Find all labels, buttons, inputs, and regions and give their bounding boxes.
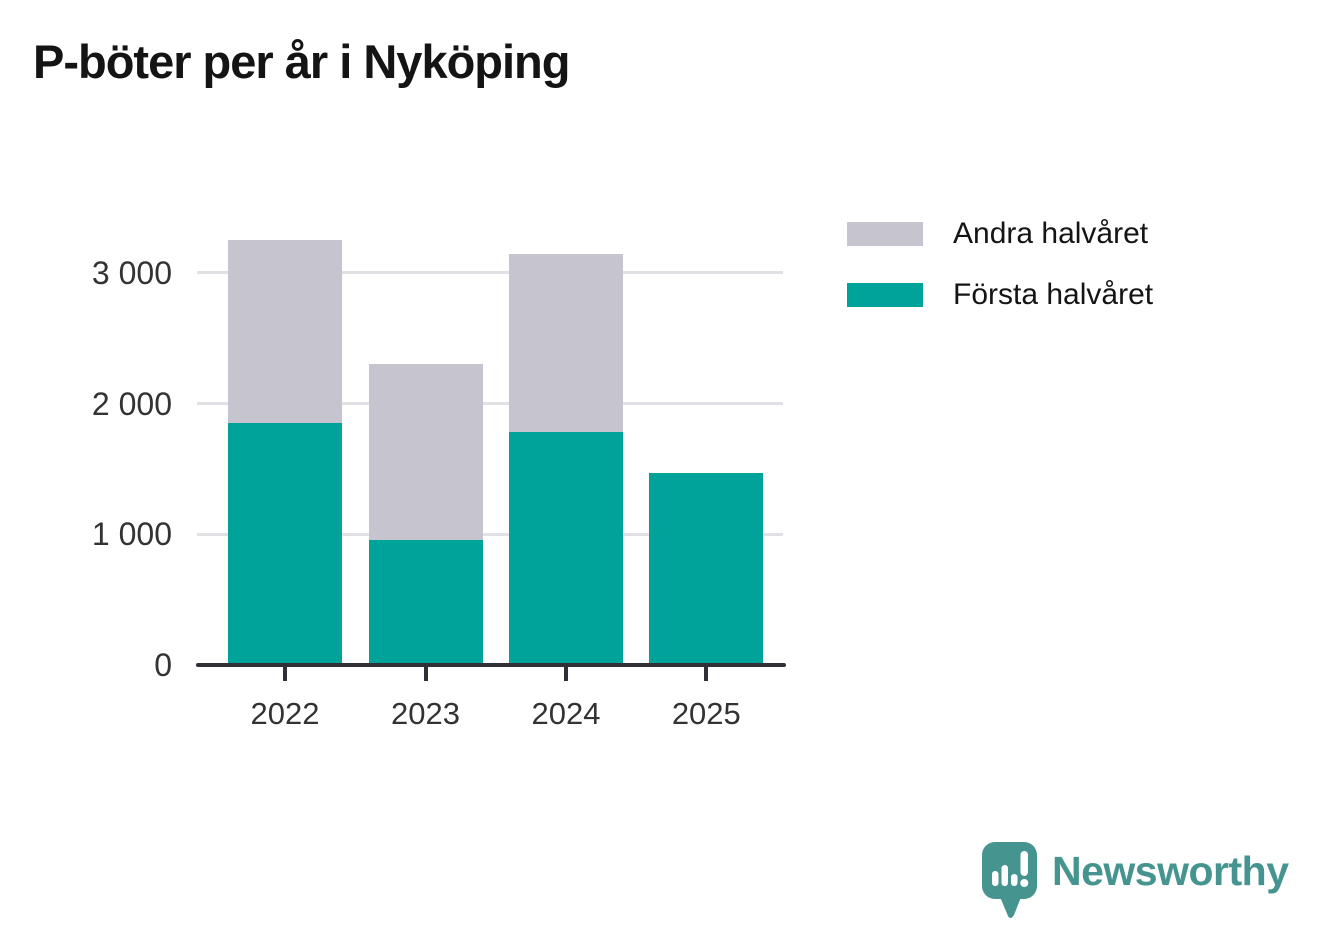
grid-line-2000: [197, 402, 783, 406]
y-axis-tick-label-3000: 3 000: [91, 254, 172, 291]
legend-swatch-andra-halvaret: [847, 222, 923, 246]
x-axis-category-label-2023: 2023: [391, 696, 460, 731]
legend-swatch-forsta-halvaret: [847, 283, 923, 307]
legend-item-forsta-halvaret: Första halvåret: [847, 280, 1153, 310]
bar-segment-forsta-halvaret-2024: [509, 431, 623, 665]
x-axis-tick-2022: [283, 667, 287, 681]
bar-segment-forsta-halvaret-2025: [649, 472, 764, 665]
legend-label-andra-halvaret: Andra halvåret: [953, 217, 1149, 250]
legend-label-forsta-halvaret: Första halvåret: [953, 278, 1154, 311]
bar-segment-andra-halvaret-2023: [368, 364, 483, 541]
x-axis-category-label-2024: 2024: [531, 696, 601, 731]
grid-line-1000: [197, 532, 783, 536]
x-axis-tick-2024: [564, 667, 568, 681]
x-axis-tick-2025: [704, 667, 709, 681]
newsworthy-logo-icon: [982, 842, 1037, 919]
newsworthy-logo-text: Newsworthy: [1052, 848, 1289, 894]
y-axis-tick-label-0: 0: [154, 647, 172, 683]
newsworthy-logo: Newsworthy: [982, 842, 1289, 919]
x-axis-category-label-2022: 2022: [250, 696, 320, 731]
bar-segment-andra-halvaret-2024: [509, 253, 623, 432]
x-axis-category-label-2025: 2025: [671, 696, 741, 731]
chart-title: P-böter per år i Nyköping: [33, 35, 570, 88]
x-axis-tick-2023: [423, 667, 428, 681]
y-axis-tick-label-2000: 2 000: [91, 385, 172, 422]
bar-segment-andra-halvaret-2022: [228, 240, 342, 423]
bar-segment-forsta-halvaret-2022: [228, 422, 342, 665]
bar-segment-forsta-halvaret-2023: [368, 540, 483, 665]
legend-item-andra-halvaret: Andra halvåret: [847, 219, 1153, 249]
y-axis-tick-label-1000: 1 000: [91, 516, 172, 553]
grid-line-3000: [197, 271, 783, 275]
legend: Andra halvåret Första halvåret: [847, 219, 1153, 310]
x-axis-line: [196, 663, 786, 667]
